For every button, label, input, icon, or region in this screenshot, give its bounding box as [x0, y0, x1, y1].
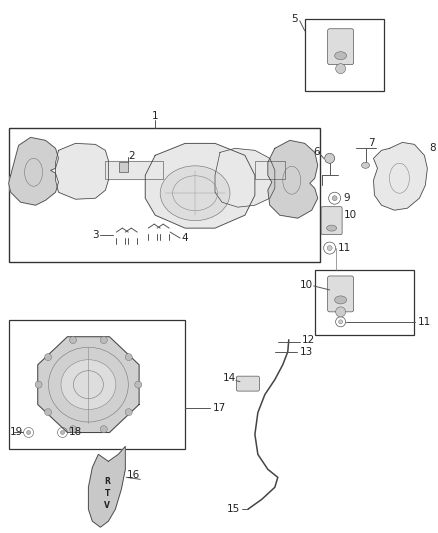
Text: 14: 14: [223, 373, 236, 383]
FancyBboxPatch shape: [328, 29, 353, 64]
Text: 17: 17: [213, 402, 226, 413]
Text: 11: 11: [338, 243, 351, 253]
Circle shape: [100, 336, 107, 344]
Text: 18: 18: [68, 427, 82, 438]
Text: 3: 3: [92, 230, 99, 240]
Circle shape: [125, 409, 132, 416]
FancyBboxPatch shape: [328, 276, 353, 312]
Text: 7: 7: [368, 139, 375, 148]
Text: 5: 5: [291, 14, 298, 24]
Bar: [106, 161, 163, 179]
Circle shape: [70, 336, 77, 344]
Circle shape: [27, 431, 31, 434]
Bar: [314, 270, 414, 335]
Ellipse shape: [160, 166, 230, 221]
Bar: [255, 161, 285, 179]
Text: 15: 15: [227, 504, 240, 514]
Circle shape: [327, 246, 332, 251]
Text: 11: 11: [417, 317, 431, 327]
Circle shape: [45, 353, 52, 361]
Circle shape: [336, 63, 346, 74]
Polygon shape: [88, 447, 125, 527]
Polygon shape: [9, 138, 59, 205]
FancyBboxPatch shape: [237, 376, 259, 391]
Ellipse shape: [327, 225, 337, 231]
Bar: [9, 320, 185, 449]
Bar: [106, 161, 163, 179]
Text: 4: 4: [181, 233, 188, 243]
Bar: [119, 163, 128, 172]
Text: 1: 1: [152, 111, 159, 122]
Text: 9: 9: [343, 193, 350, 203]
Text: 16: 16: [127, 470, 141, 480]
Polygon shape: [56, 143, 108, 199]
Text: 8: 8: [429, 143, 436, 154]
Text: 12: 12: [302, 335, 315, 345]
Text: R: R: [104, 477, 110, 486]
FancyBboxPatch shape: [321, 207, 342, 235]
Text: 19: 19: [9, 427, 23, 438]
Circle shape: [332, 196, 337, 201]
Circle shape: [339, 320, 343, 324]
Text: 13: 13: [300, 347, 313, 357]
Polygon shape: [268, 140, 318, 218]
Bar: [305, 19, 385, 91]
Polygon shape: [145, 143, 255, 228]
Text: V: V: [104, 500, 110, 510]
Circle shape: [70, 426, 77, 433]
Ellipse shape: [361, 163, 370, 168]
Text: T: T: [105, 489, 110, 498]
Polygon shape: [374, 142, 427, 210]
Circle shape: [60, 431, 64, 434]
Circle shape: [35, 381, 42, 388]
Bar: [255, 161, 285, 179]
Text: 6: 6: [313, 147, 320, 157]
Text: 10: 10: [300, 280, 313, 290]
Text: 10: 10: [343, 210, 357, 220]
Circle shape: [125, 353, 132, 361]
Polygon shape: [38, 337, 139, 432]
Ellipse shape: [335, 52, 346, 60]
Ellipse shape: [61, 360, 116, 409]
Circle shape: [135, 381, 142, 388]
Text: 2: 2: [128, 151, 135, 161]
Polygon shape: [215, 148, 275, 207]
Ellipse shape: [335, 296, 346, 304]
Circle shape: [336, 307, 346, 317]
Circle shape: [45, 409, 52, 416]
Circle shape: [325, 154, 335, 163]
Bar: [9, 128, 320, 262]
Circle shape: [100, 426, 107, 433]
